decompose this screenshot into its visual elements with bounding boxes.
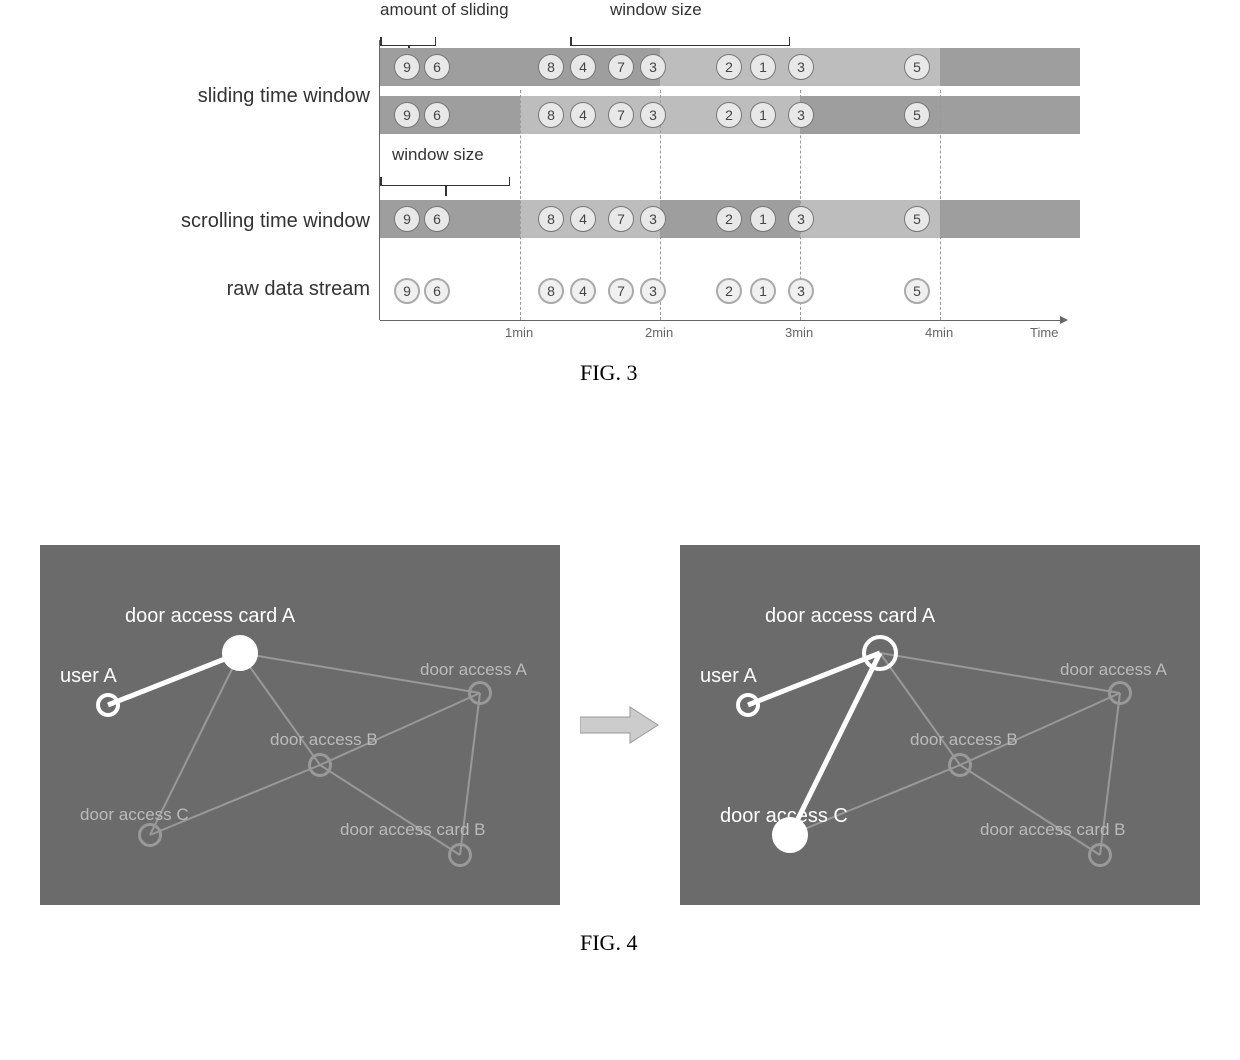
data-bubble: 9 bbox=[394, 206, 420, 232]
fig4-left-panel: door access card A user A door access A doo… bbox=[40, 545, 560, 905]
label-accessB: door access B bbox=[270, 730, 378, 750]
data-bubble: 9 bbox=[394, 54, 420, 80]
data-bubble: 5 bbox=[904, 102, 930, 128]
data-bubble: 1 bbox=[750, 54, 776, 80]
bracket-window-top bbox=[570, 30, 790, 46]
node-cardB bbox=[1088, 843, 1112, 867]
node-userA bbox=[96, 693, 120, 717]
node-cardA bbox=[862, 635, 898, 671]
raw-bubble: 5 bbox=[904, 278, 930, 304]
raw-bubble: 7 bbox=[608, 278, 634, 304]
data-bubble: 5 bbox=[904, 54, 930, 80]
edge bbox=[960, 693, 1120, 765]
label-sliding: sliding time window bbox=[100, 85, 370, 108]
data-bubble: 3 bbox=[640, 102, 666, 128]
window-bar bbox=[940, 200, 1080, 238]
data-bubble: 4 bbox=[570, 54, 596, 80]
data-bubble: 9 bbox=[394, 102, 420, 128]
data-bubble: 1 bbox=[750, 206, 776, 232]
raw-bubble: 8 bbox=[538, 278, 564, 304]
label-accessA: door access A bbox=[1060, 660, 1167, 680]
data-bubble: 7 bbox=[608, 206, 634, 232]
raw-bubble: 4 bbox=[570, 278, 596, 304]
data-bubble: 2 bbox=[716, 102, 742, 128]
data-bubble: 4 bbox=[570, 102, 596, 128]
node-accessB bbox=[308, 753, 332, 777]
edge bbox=[320, 765, 460, 855]
raw-bubble: 3 bbox=[640, 278, 666, 304]
fig3-caption: FIG. 3 bbox=[580, 360, 637, 386]
edges-layer bbox=[40, 545, 560, 905]
raw-bubble: 3 bbox=[788, 278, 814, 304]
data-bubble: 1 bbox=[750, 102, 776, 128]
figure-4-container: door access card A user A door access A doo… bbox=[40, 545, 1200, 965]
data-bubble: 3 bbox=[788, 102, 814, 128]
bracket-sliding bbox=[380, 30, 436, 46]
data-bubble: 2 bbox=[716, 206, 742, 232]
tick-label: 3min bbox=[785, 325, 813, 340]
data-bubble: 3 bbox=[788, 206, 814, 232]
data-bubble: 2 bbox=[716, 54, 742, 80]
transition-arrow-icon bbox=[580, 705, 660, 745]
label-accessB: door access B bbox=[910, 730, 1018, 750]
fig3-chart-area: amount of sliding window size window siz… bbox=[380, 0, 1080, 360]
time-label: Time bbox=[1030, 325, 1058, 340]
window-bar bbox=[940, 48, 1080, 86]
data-bubble: 8 bbox=[538, 54, 564, 80]
raw-bubble: 2 bbox=[716, 278, 742, 304]
edge bbox=[960, 765, 1100, 855]
label-userA: user A bbox=[700, 665, 757, 688]
tick-label: 1min bbox=[505, 325, 533, 340]
data-bubble: 5 bbox=[904, 206, 930, 232]
node-cardB bbox=[448, 843, 472, 867]
annotation-sliding-amount: amount of sliding bbox=[380, 0, 509, 20]
annotation-tick bbox=[445, 186, 447, 196]
y-axis bbox=[379, 40, 380, 320]
node-userA bbox=[736, 693, 760, 717]
label-raw: raw data stream bbox=[100, 278, 370, 301]
bracket-window-mid bbox=[380, 170, 510, 186]
label-accessC: door access C bbox=[80, 805, 189, 825]
edges-layer bbox=[680, 545, 1200, 905]
label-userA: user A bbox=[60, 665, 117, 688]
label-cardB: door access card B bbox=[340, 820, 486, 840]
data-bubble: 6 bbox=[424, 54, 450, 80]
tick-divider bbox=[520, 90, 521, 320]
tick-label: 4min bbox=[925, 325, 953, 340]
fig4-caption: FIG. 4 bbox=[580, 930, 637, 956]
raw-bubble: 9 bbox=[394, 278, 420, 304]
data-bubble: 3 bbox=[788, 54, 814, 80]
data-bubble: 3 bbox=[640, 206, 666, 232]
figure-3-container: sliding time window scrolling time windo… bbox=[100, 0, 1140, 400]
node-accessC bbox=[138, 823, 162, 847]
label-accessA: door access A bbox=[420, 660, 527, 680]
annotation-window-size-top: window size bbox=[610, 0, 702, 20]
edge bbox=[320, 693, 480, 765]
raw-bubble: 6 bbox=[424, 278, 450, 304]
label-cardB: door access card B bbox=[980, 820, 1126, 840]
node-accessA bbox=[1108, 681, 1132, 705]
edge bbox=[108, 653, 240, 705]
label-scrolling: scrolling time window bbox=[100, 210, 370, 233]
data-bubble: 8 bbox=[538, 102, 564, 128]
data-bubble: 4 bbox=[570, 206, 596, 232]
raw-bubble: 1 bbox=[750, 278, 776, 304]
annotation-window-size-mid: window size bbox=[392, 145, 484, 165]
tick-label: 2min bbox=[645, 325, 673, 340]
data-bubble: 8 bbox=[538, 206, 564, 232]
time-axis bbox=[380, 320, 1060, 321]
node-accessB bbox=[948, 753, 972, 777]
data-bubble: 3 bbox=[640, 54, 666, 80]
fig4-right-panel: door access card A user A door access A doo… bbox=[680, 545, 1200, 905]
data-bubble: 6 bbox=[424, 102, 450, 128]
label-accessC: door access C bbox=[720, 805, 848, 828]
data-bubble: 6 bbox=[424, 206, 450, 232]
label-cardA: door access card A bbox=[125, 605, 295, 628]
tick-divider bbox=[940, 90, 941, 320]
node-accessA bbox=[468, 681, 492, 705]
data-bubble: 7 bbox=[608, 102, 634, 128]
data-bubble: 7 bbox=[608, 54, 634, 80]
label-cardA: door access card A bbox=[765, 605, 935, 628]
node-cardA bbox=[222, 635, 258, 671]
